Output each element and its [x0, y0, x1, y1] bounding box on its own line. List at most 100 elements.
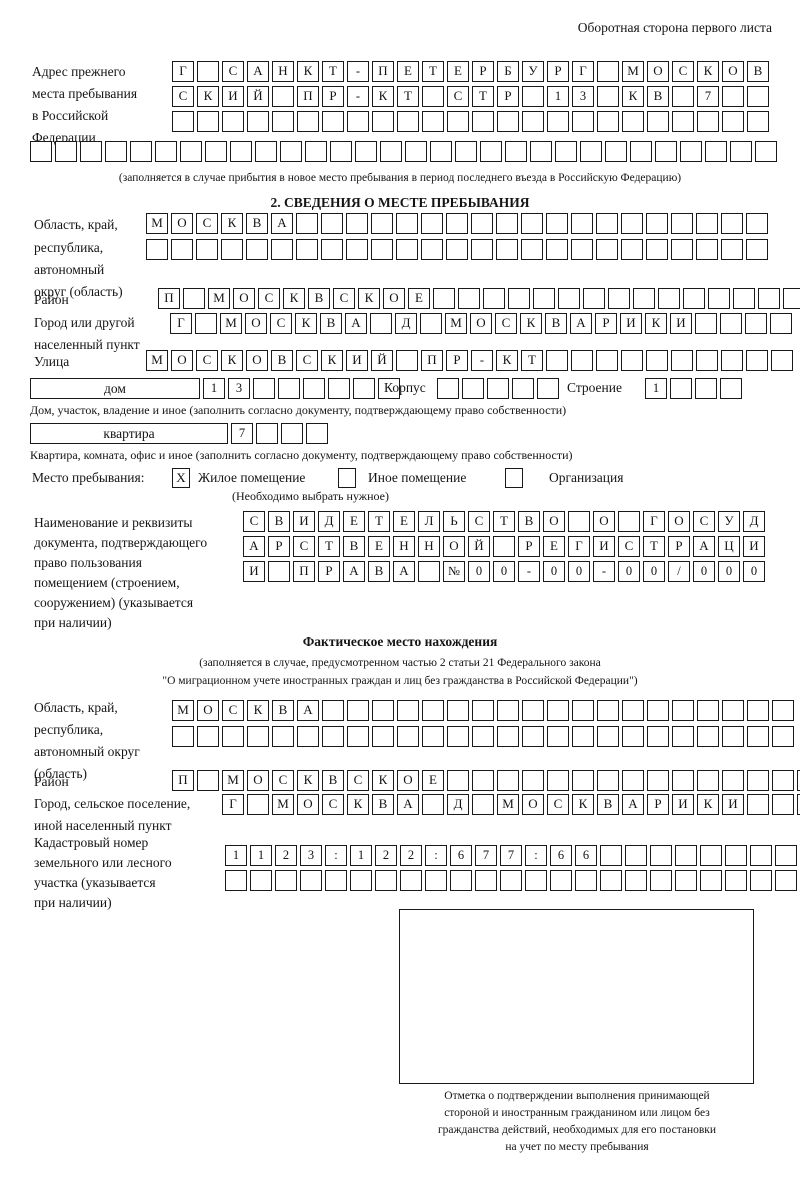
actual-city-comb-cell-1[interactable]: Г [222, 794, 244, 815]
actual-city-comb-cell-24[interactable] [797, 794, 800, 815]
doc-comb-row-3[interactable]: И П Р А В А № 0 0-0 0-0 0/0 0 0 [243, 561, 765, 582]
prev-address-comb-row-3-cell-22[interactable] [697, 111, 719, 132]
actual-region-comb-row-2-cell-1[interactable] [172, 726, 194, 747]
doc-comb-row-2-cell-3[interactable]: С [293, 536, 315, 557]
flat-number-comb-cell-1[interactable]: 7 [231, 423, 253, 444]
doc-comb-row-2-cell-8[interactable]: Н [418, 536, 440, 557]
stroenie-comb[interactable]: 1 [645, 378, 742, 399]
actual-region-comb-row-2-cell-17[interactable] [572, 726, 594, 747]
actual-district-comb-cell-13[interactable] [472, 770, 494, 791]
doc-comb-row-1-cell-12[interactable]: В [518, 511, 540, 532]
doc-comb-row-3-cell-2[interactable] [268, 561, 290, 582]
section2-region-comb-row-1-cell-9[interactable] [346, 213, 368, 234]
stroenie-comb-cell-1[interactable]: 1 [645, 378, 667, 399]
prev-address-comb-row-3-cell-3[interactable] [222, 111, 244, 132]
cadastre-comb-row-1-cell-9[interactable]: : [425, 845, 447, 866]
prev-address-comb-row-2-cell-24[interactable] [747, 86, 769, 107]
section2-city-comb-cell-22[interactable] [695, 313, 717, 334]
house-number-comb-cell-5[interactable] [303, 378, 325, 399]
actual-region-comb-row-2-cell-12[interactable] [447, 726, 469, 747]
actual-district-comb-cell-6[interactable]: К [297, 770, 319, 791]
section2-region-comb-row-2-cell-15[interactable] [496, 239, 518, 260]
doc-comb-row-1-cell-11[interactable]: Т [493, 511, 515, 532]
section2-region-comb-row-1-cell-20[interactable] [621, 213, 643, 234]
house-box-label[interactable]: дом [30, 378, 200, 399]
doc-comb-row-2-cell-7[interactable]: Н [393, 536, 415, 557]
korpus-comb[interactable] [437, 378, 559, 399]
actual-region-comb-row-2-cell-4[interactable] [247, 726, 269, 747]
doc-comb-row-3-cell-8[interactable] [418, 561, 440, 582]
actual-district-comb-cell-10[interactable]: О [397, 770, 419, 791]
actual-district-comb-cell-8[interactable]: С [347, 770, 369, 791]
section2-city-comb-cell-23[interactable] [720, 313, 742, 334]
prev-address-comb-row-2-cell-11[interactable] [422, 86, 444, 107]
section2-city-comb-cell-17[interactable]: А [570, 313, 592, 334]
section2-region-comb-row-2-cell-18[interactable] [571, 239, 593, 260]
actual-city-comb-cell-18[interactable]: Р [647, 794, 669, 815]
section2-district-comb-cell-13[interactable] [458, 288, 480, 309]
prev-address-comb-row-4-cell-3[interactable] [80, 141, 102, 162]
section2-city-comb-cell-2[interactable] [195, 313, 217, 334]
doc-comb-row-3-cell-14[interactable]: 0 [568, 561, 590, 582]
doc-comb-row-1-cell-16[interactable] [618, 511, 640, 532]
flat-number-comb-cell-3[interactable] [281, 423, 303, 444]
section2-city-comb-cell-4[interactable]: О [245, 313, 267, 334]
prev-address-comb-row-2-cell-4[interactable]: Й [247, 86, 269, 107]
section2-district-comb-cell-22[interactable] [683, 288, 705, 309]
prev-address-comb-row-1-cell-7[interactable]: Т [322, 61, 344, 82]
doc-comb-row-1-cell-17[interactable]: Г [643, 511, 665, 532]
section2-street-comb-cell-21[interactable] [646, 350, 668, 371]
doc-comb-row-2-cell-18[interactable]: Р [668, 536, 690, 557]
section2-district-comb-cell-24[interactable] [733, 288, 755, 309]
actual-district-comb-cell-20[interactable] [647, 770, 669, 791]
prev-address-comb-row-4-cell-24[interactable] [605, 141, 627, 162]
prev-address-comb-row-2-cell-23[interactable] [722, 86, 744, 107]
prev-address-comb-row-4[interactable] [30, 141, 777, 162]
actual-district-comb-cell-18[interactable] [597, 770, 619, 791]
prev-address-comb-row-2-cell-9[interactable]: К [372, 86, 394, 107]
section2-city-comb-cell-25[interactable] [770, 313, 792, 334]
section2-region-comb-row-1-cell-15[interactable] [496, 213, 518, 234]
cadastre-comb-row-2-cell-8[interactable] [400, 870, 422, 891]
actual-region-comb-row-2-cell-9[interactable] [372, 726, 394, 747]
doc-comb-row-1-cell-7[interactable]: Е [393, 511, 415, 532]
cadastre-comb-row-2-cell-19[interactable] [675, 870, 697, 891]
section2-region-comb-row-2-cell-5[interactable] [246, 239, 268, 260]
section2-region-comb-row-2-cell-23[interactable] [696, 239, 718, 260]
doc-comb-row-1-cell-5[interactable]: Е [343, 511, 365, 532]
house-number-comb-cell-2[interactable]: 3 [228, 378, 250, 399]
section2-region-comb-row-2-cell-25[interactable] [746, 239, 768, 260]
actual-district-comb-cell-11[interactable]: Е [422, 770, 444, 791]
doc-comb-row-3-cell-19[interactable]: 0 [693, 561, 715, 582]
doc-comb-row-2-cell-2[interactable]: Р [268, 536, 290, 557]
section2-region-comb-row-1-cell-23[interactable] [696, 213, 718, 234]
section2-street-comb-cell-2[interactable]: О [171, 350, 193, 371]
doc-comb-row-1-cell-20[interactable]: У [718, 511, 740, 532]
cadastre-comb-row-1-cell-1[interactable]: 1 [225, 845, 247, 866]
section2-region-comb-row-2-cell-16[interactable] [521, 239, 543, 260]
actual-district-comb-cell-3[interactable]: М [222, 770, 244, 791]
prev-address-comb-row-4-cell-29[interactable] [730, 141, 752, 162]
cadastre-comb-row-1-cell-17[interactable] [625, 845, 647, 866]
section2-city-comb-cell-6[interactable]: К [295, 313, 317, 334]
cadastre-comb-row-2-cell-16[interactable] [600, 870, 622, 891]
section2-street-comb-cell-5[interactable]: О [246, 350, 268, 371]
section2-district-comb-cell-25[interactable] [758, 288, 780, 309]
actual-region-comb-row-2[interactable] [172, 726, 794, 747]
section2-district-comb-cell-20[interactable] [633, 288, 655, 309]
section2-region-comb-row-1-cell-24[interactable] [721, 213, 743, 234]
doc-comb-row-2-cell-20[interactable]: Ц [718, 536, 740, 557]
cadastre-comb-row-2-cell-2[interactable] [250, 870, 272, 891]
doc-comb-row-1-cell-14[interactable] [568, 511, 590, 532]
section2-city-comb-cell-9[interactable] [370, 313, 392, 334]
prev-address-comb-row-4-cell-10[interactable] [255, 141, 277, 162]
prev-address-comb-row-1-cell-16[interactable]: Р [547, 61, 569, 82]
prev-address-comb-row-4-cell-21[interactable] [530, 141, 552, 162]
prev-address-comb-row-1-cell-5[interactable]: Н [272, 61, 294, 82]
prev-address-comb-row-1-cell-23[interactable]: О [722, 61, 744, 82]
actual-region-comb-row-1-cell-10[interactable] [397, 700, 419, 721]
actual-district-comb-cell-26[interactable] [797, 770, 800, 791]
doc-comb-row-1-cell-19[interactable]: С [693, 511, 715, 532]
section2-region-comb-row-1-cell-21[interactable] [646, 213, 668, 234]
